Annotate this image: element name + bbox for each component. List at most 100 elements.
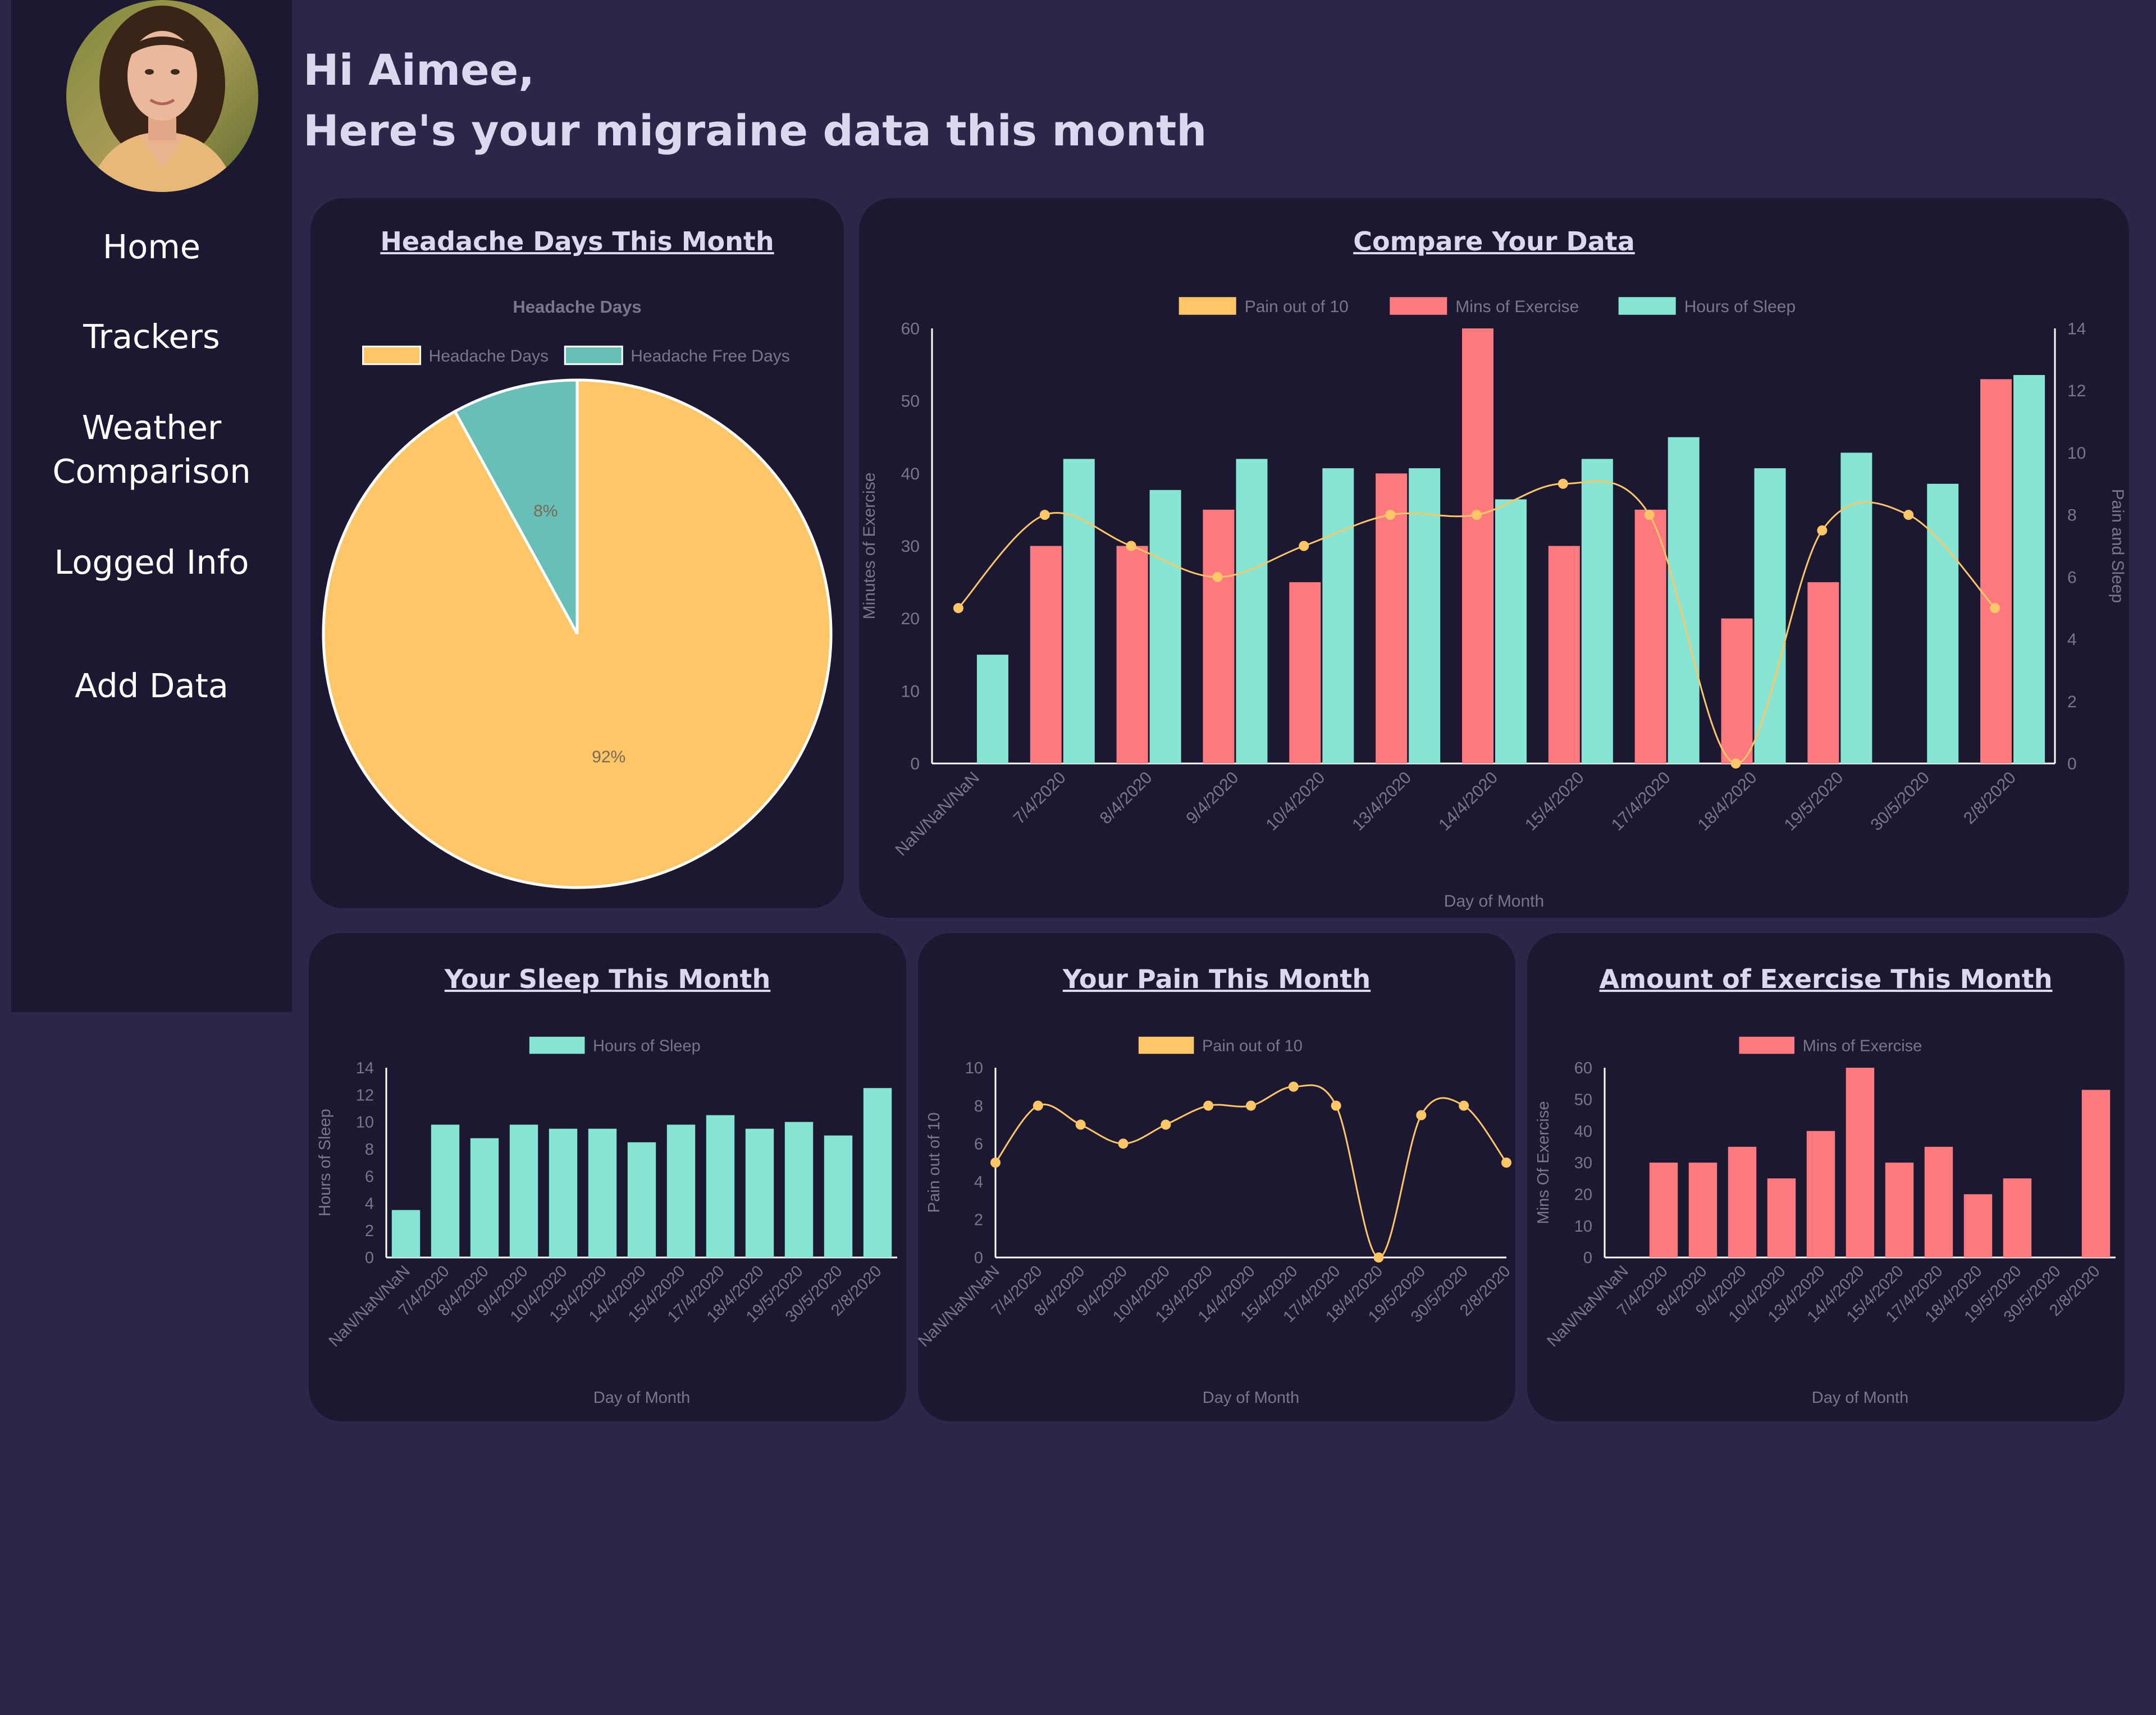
headache-days-title: Headache Days This Month (380, 226, 774, 257)
sleep-bar (1754, 468, 1786, 763)
left-y-tick-label: 40 (901, 465, 920, 483)
left-y-tick-label: 0 (910, 755, 920, 774)
left-y-tick-label: 30 (901, 537, 920, 556)
bar (2003, 1178, 2032, 1257)
left-y-tick-label: 2 (974, 1211, 983, 1229)
pie-slice-headache-free-days (453, 378, 579, 635)
pain-point (1075, 1119, 1086, 1130)
x-axis-title: Day of Month (593, 1389, 690, 1407)
pain-point (1161, 1119, 1171, 1130)
legend-label-0: Headache Days (429, 347, 549, 365)
pie-slice-label: 8% (533, 502, 558, 520)
pain-point (1385, 510, 1396, 520)
pain-point (953, 603, 963, 614)
legend-swatch-0 (1179, 297, 1236, 315)
bar (1649, 1163, 1678, 1257)
left-y-tick-label: 40 (1574, 1123, 1592, 1141)
pain-point (1472, 510, 1482, 520)
bar (588, 1128, 617, 1257)
legend-swatch-1 (1390, 297, 1447, 315)
bar (2081, 1090, 2111, 1257)
x-tick-label: 9/4/2020 (1183, 769, 1243, 828)
pain-point (1039, 510, 1050, 520)
pain-point (990, 1158, 1001, 1168)
sleep-bar (1409, 468, 1441, 763)
exercise-bar (1203, 509, 1235, 763)
exercise-bar (1548, 546, 1580, 763)
pain-point (1730, 758, 1741, 769)
exercise-title: Amount of Exercise This Month (1599, 964, 2053, 994)
x-tick-label: 10/4/2020 (1263, 769, 1329, 835)
sleep-bar (1495, 499, 1527, 763)
sleep-bar (1927, 483, 1959, 763)
exercise-bar (1376, 473, 1408, 763)
pain-point (1288, 1081, 1299, 1092)
sleep-card: Your Sleep This Month Hours of Sleep 0 2 4 6… (309, 933, 906, 1421)
pain-point (1331, 1100, 1341, 1111)
left-y-axis-title: Mins Of Exercise (1534, 1101, 1552, 1224)
nav-comparison[interactable]: Comparison (52, 452, 251, 491)
left-y-tick-label: 60 (1574, 1059, 1592, 1077)
legend-label-0: Pain out of 10 (1202, 1037, 1303, 1055)
left-y-axis-title: Hours of Sleep (316, 1109, 334, 1216)
pain-point (1557, 478, 1568, 489)
pain-point (1033, 1100, 1043, 1111)
exercise-bar (1030, 546, 1062, 763)
exercise-bar (1289, 582, 1321, 763)
x-axis-title: Day of Month (1444, 892, 1544, 911)
left-y-tick-label: 8 (365, 1141, 374, 1159)
pain-point (1246, 1100, 1256, 1111)
x-tick-label: NaN/NaN/NaN (892, 769, 983, 859)
right-y-tick-label: 4 (2067, 630, 2077, 649)
compare-data-card: Compare Your Data Pain out of 10 Mins of … (859, 198, 2129, 918)
sleep-bar (1063, 459, 1095, 763)
left-y-tick-label: 0 (974, 1249, 983, 1267)
exercise-bar (1980, 379, 2012, 763)
exercise-bar (1721, 618, 1753, 763)
pain-point (1416, 1110, 1427, 1121)
left-y-tick-label: 10 (1574, 1218, 1592, 1236)
right-y-tick-label: 2 (2067, 693, 2077, 711)
pain-title: Your Pain This Month (1062, 964, 1371, 994)
pain-point (1203, 1100, 1214, 1111)
nav-weather[interactable]: Weather (81, 408, 222, 447)
left-y-tick-label: 0 (1583, 1249, 1592, 1267)
sleep-bar (1581, 459, 1613, 763)
bar (745, 1128, 774, 1257)
legend-label-0: Mins of Exercise (1803, 1037, 1922, 1055)
pain-point (1817, 525, 1828, 536)
nav-add-data[interactable]: Add Data (75, 666, 229, 705)
pain-point (1212, 571, 1223, 582)
left-y-tick-label: 0 (365, 1249, 374, 1267)
x-tick-label: 15/4/2020 (1522, 769, 1588, 835)
nav-logged-info[interactable]: Logged Info (54, 543, 249, 582)
sleep-bar (1149, 490, 1181, 763)
legend-swatch-0 (1739, 1036, 1795, 1054)
bar (431, 1124, 460, 1257)
bar (470, 1138, 499, 1257)
sleep-bar (976, 655, 1008, 763)
legend-swatch-0 (529, 1036, 585, 1054)
left-y-tick-label: 20 (1574, 1186, 1592, 1204)
x-tick-label: 7/4/2020 (1010, 769, 1070, 828)
nav-trackers[interactable]: Trackers (83, 317, 220, 356)
bar (784, 1122, 814, 1257)
nav-home[interactable]: Home (102, 227, 201, 266)
avatar[interactable] (66, 0, 258, 192)
pain-point (1903, 510, 1914, 520)
pain-point (1990, 603, 2000, 614)
exercise-bar (1462, 328, 1493, 763)
left-y-tick-label: 50 (901, 392, 920, 411)
sleep-bar (1322, 468, 1354, 763)
left-y-tick-label: 12 (356, 1086, 374, 1104)
right-y-tick-label: 6 (2067, 568, 2077, 587)
legend-swatch-1 (564, 345, 623, 365)
legend-label-0: Hours of Sleep (593, 1037, 701, 1055)
sleep-bar (1668, 437, 1700, 763)
bar (706, 1115, 735, 1257)
legend-label-1: Headache Free Days (631, 347, 789, 365)
pain-card: Your Pain This Month Pain out of 10 0 2 4 6 8… (915, 933, 1515, 1421)
left-y-tick-label: 4 (365, 1195, 374, 1213)
left-y-tick-label: 60 (901, 320, 920, 339)
